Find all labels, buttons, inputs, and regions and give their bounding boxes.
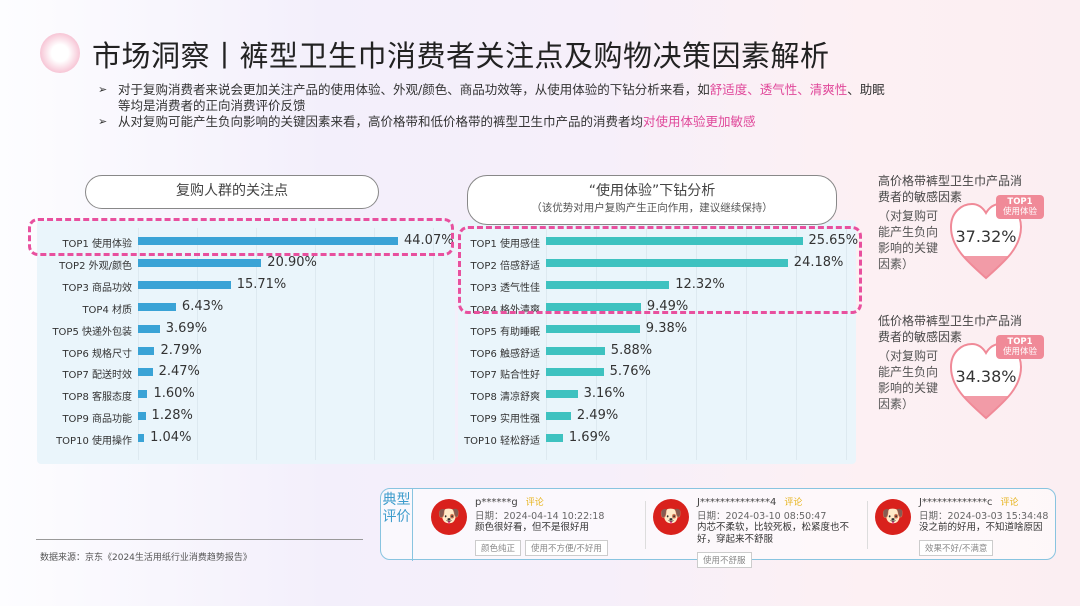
side-note: （对复购可能产生负向影响的关键因素）	[878, 209, 939, 271]
review-chip[interactable]: 使用不舒服	[697, 552, 752, 568]
badge-top: TOP1	[1007, 197, 1033, 207]
review-date: 日期：2024-03-03 15:34:48	[919, 511, 1049, 522]
heart-value: 34.38%	[955, 367, 1017, 386]
top1-badge: TOP1 使用体验	[996, 335, 1044, 359]
jd-mascot-avatar: 🐶	[431, 499, 467, 535]
bullet-text: 对于复购消费者来说会更加关注产品的使用体验、外观/颜色、商品功效等，从使用体验的…	[118, 82, 710, 97]
bullet-text: 、助眠等均是消费者的正向消费评价反馈	[118, 82, 885, 113]
review-body: p******g 评论日期：2024-04-14 10:22:18 颜色很好看，但不…	[475, 495, 641, 556]
page-title: 市场洞察丨裤型卫生巾消费者关注点及购物决策因素解析	[92, 39, 830, 73]
bullet-2: 从对复购可能产生负向影响的关键因素来看，高价格带和低价格带的裤型卫生巾产品的消费…	[98, 114, 888, 130]
review-user: J**************4 评论	[697, 495, 863, 508]
review-body: J*************c 评论日期：2024-03-03 15:34:48 没…	[919, 495, 1080, 556]
badge-sub: 使用体验	[1002, 347, 1037, 357]
review-username: p******g	[475, 497, 518, 508]
review-date: 日期：2024-04-14 10:22:18	[475, 511, 605, 522]
side-heading: 低价格带裤型卫生巾产品消费者的敏感因素	[878, 314, 1023, 344]
review-username: J*************c	[919, 497, 993, 508]
summary-bullets: 对于复购消费者来说会更加关注产品的使用体验、外观/颜色、商品功效等，从使用体验的…	[98, 82, 888, 130]
review-text: 没之前的好用，不知道啥原因	[919, 522, 1043, 533]
side-note: （对复购可能产生负向影响的关键因素）	[878, 349, 939, 411]
review-text: 内芯不柔软，比较死板，松紧度也不好，穿起来不舒服	[697, 522, 850, 545]
review-divider	[645, 501, 646, 549]
bullet-1: 对于复购消费者来说会更加关注产品的使用体验、外观/颜色、商品功效等，从使用体验的…	[98, 82, 888, 114]
top1-badge: TOP1 使用体验	[996, 195, 1044, 219]
divider	[36, 539, 363, 540]
review-label: 评论	[784, 498, 803, 508]
heart-gauge	[948, 200, 1024, 282]
review-chips: 颜色纯正 使用不方便/不好用	[475, 536, 641, 556]
review-user: p******g 评论	[475, 495, 641, 508]
review-label: 评论	[1000, 498, 1019, 508]
review-card: 🐶 J**************4 评论日期：2024-03-10 08:50:4…	[653, 495, 863, 568]
reviews-tag: 典型评价	[381, 489, 413, 561]
review-chip[interactable]: 使用不方便/不好用	[525, 540, 608, 556]
bullet-highlight: 对使用体验更加敏感	[643, 114, 756, 129]
review-divider	[867, 501, 868, 549]
side-heading: 高价格带裤型卫生巾产品消费者的敏感因素	[878, 174, 1023, 204]
badge-top: TOP1	[1007, 337, 1033, 347]
review-card: 🐶 p******g 评论日期：2024-04-14 10:22:18 颜色很好看，但…	[431, 495, 641, 557]
highlight-box-left	[28, 218, 454, 256]
chart-title-left: 复购人群的关注点	[85, 175, 379, 209]
review-chip[interactable]: 效果不好/不满意	[919, 540, 994, 556]
review-text: 颜色很好看，但不是很好用	[475, 522, 590, 533]
jd-mascot-avatar: 🐶	[653, 499, 689, 535]
heart-icon	[949, 342, 1023, 420]
review-card: 🐶 J*************c 评论日期：2024-03-03 15:34:48…	[875, 495, 1080, 557]
review-body: J**************4 评论日期：2024-03-10 08:50:47…	[697, 495, 863, 568]
heart-gauge	[948, 340, 1024, 422]
heart-icon	[949, 202, 1023, 280]
review-label: 评论	[525, 498, 544, 508]
review-date: 日期：2024-03-10 08:50:47	[697, 511, 827, 522]
typical-reviews: 典型评价 🐶 p******g 评论 日期：2024-04-14 10:22:18 颜色…	[380, 488, 1056, 568]
chart-subtitle: （该优势对用户复购产生正向作用，建议继续保持）	[531, 202, 773, 214]
badge-sub: 使用体验	[1002, 207, 1037, 217]
highlight-box-right	[458, 226, 862, 314]
review-user: J*************c 评论	[919, 495, 1080, 508]
review-chip[interactable]: 颜色纯正	[475, 540, 522, 556]
bullet-highlight: 舒适度、透气性、清爽性	[709, 82, 848, 97]
review-chips: 使用不舒服	[697, 548, 863, 568]
heart-value: 37.32%	[955, 227, 1017, 246]
cherry-blossom-icon	[40, 33, 80, 73]
bullet-text: 从对复购可能产生负向影响的关键因素来看，高价格带和低价格带的裤型卫生巾产品的消费…	[118, 114, 644, 129]
review-chips: 效果不好/不满意	[919, 536, 1080, 556]
chart-panel-left	[37, 220, 455, 464]
chart-title-right: “使用体验”下钻分析 （该优势对用户复购产生正向作用，建议继续保持）	[467, 175, 837, 225]
jd-mascot-avatar: 🐶	[875, 499, 911, 535]
review-username: J**************4	[697, 497, 777, 508]
data-source: 数据来源：京东《2024生活用纸行业消费趋势报告》	[40, 553, 252, 563]
chart-title-text: “使用体验”下钻分析	[588, 183, 716, 199]
